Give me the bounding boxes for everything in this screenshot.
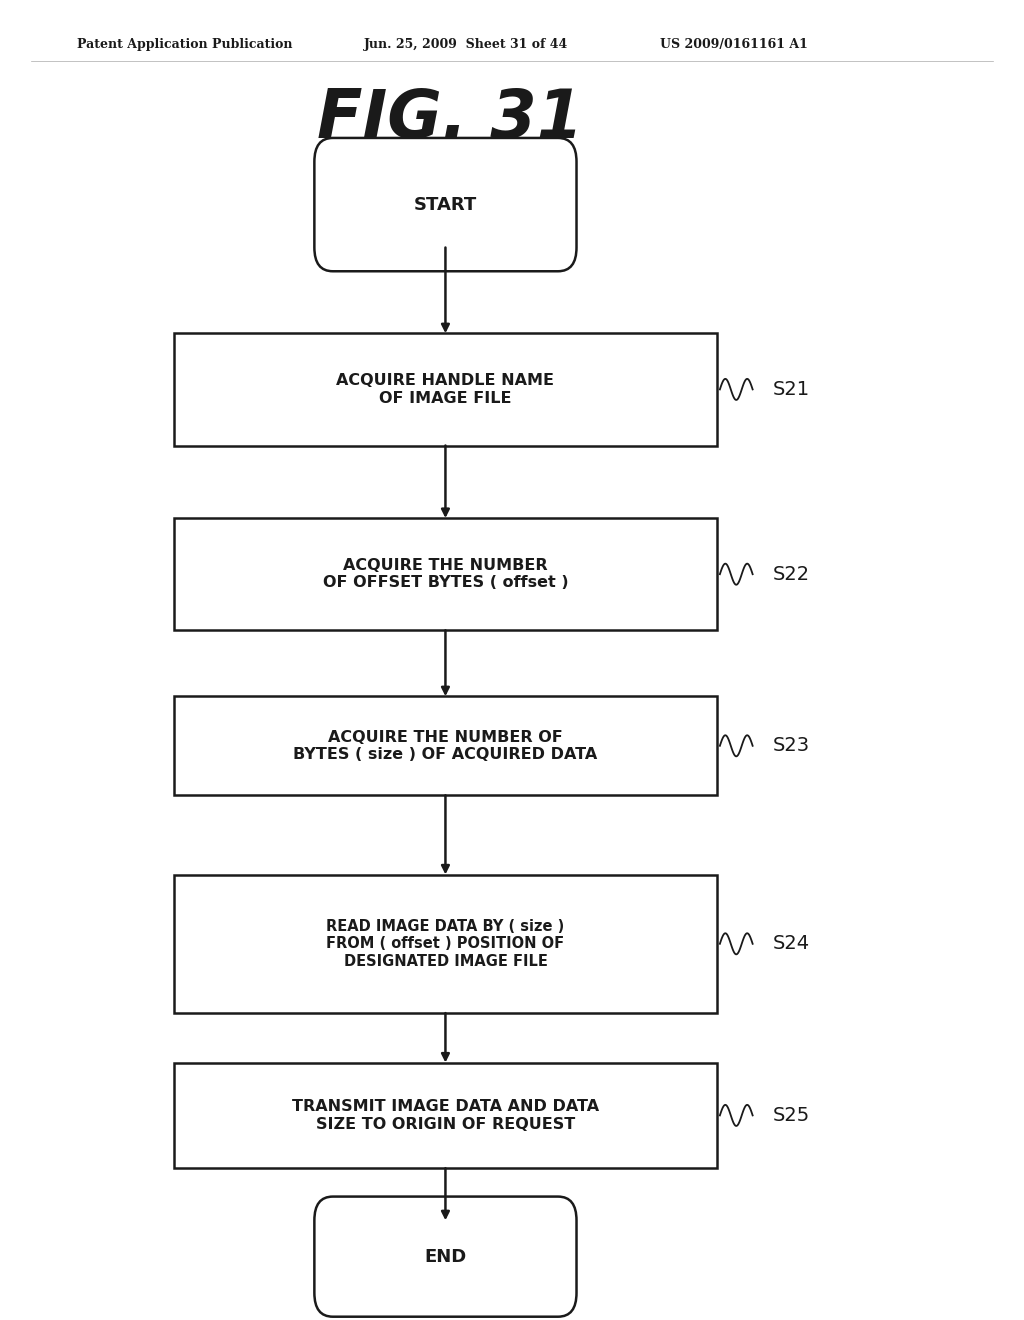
Text: Patent Application Publication: Patent Application Publication	[77, 37, 292, 50]
Text: ACQUIRE HANDLE NAME
OF IMAGE FILE: ACQUIRE HANDLE NAME OF IMAGE FILE	[337, 374, 554, 405]
Text: TRANSMIT IMAGE DATA AND DATA
SIZE TO ORIGIN OF REQUEST: TRANSMIT IMAGE DATA AND DATA SIZE TO ORI…	[292, 1100, 599, 1131]
Text: FIG. 31: FIG. 31	[317, 86, 584, 152]
Bar	[174, 334, 717, 446]
Text: READ IMAGE DATA BY ( size )
FROM ( offset ) POSITION OF
DESIGNATED IMAGE FILE: READ IMAGE DATA BY ( size ) FROM ( offse…	[327, 919, 564, 969]
Text: S25: S25	[773, 1106, 810, 1125]
Text: S22: S22	[773, 565, 810, 583]
FancyBboxPatch shape	[314, 1196, 577, 1317]
Bar	[174, 519, 717, 631]
Text: S21: S21	[773, 380, 810, 399]
Text: US 2009/0161161 A1: US 2009/0161161 A1	[660, 37, 808, 50]
Text: Jun. 25, 2009  Sheet 31 of 44: Jun. 25, 2009 Sheet 31 of 44	[364, 37, 567, 50]
Text: START: START	[414, 195, 477, 214]
FancyBboxPatch shape	[314, 139, 577, 272]
Text: END: END	[424, 1247, 467, 1266]
Bar	[174, 1063, 717, 1168]
Text: ACQUIRE THE NUMBER
OF OFFSET BYTES ( offset ): ACQUIRE THE NUMBER OF OFFSET BYTES ( off…	[323, 558, 568, 590]
Bar	[174, 875, 717, 1014]
Text: S24: S24	[773, 935, 810, 953]
Text: S23: S23	[773, 737, 810, 755]
Text: ACQUIRE THE NUMBER OF
BYTES ( size ) OF ACQUIRED DATA: ACQUIRE THE NUMBER OF BYTES ( size ) OF …	[293, 730, 598, 762]
Bar	[174, 697, 717, 795]
